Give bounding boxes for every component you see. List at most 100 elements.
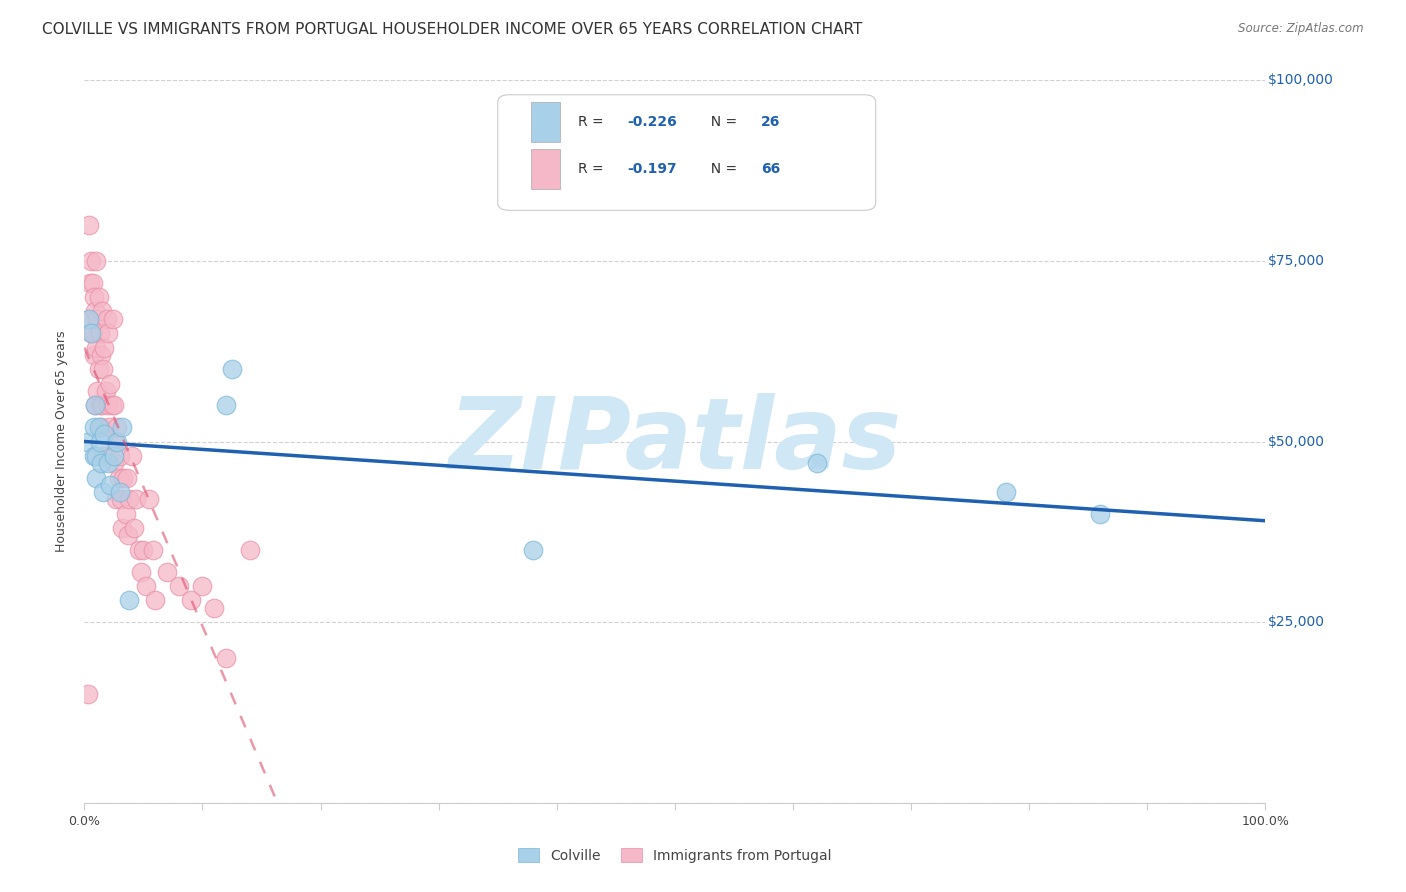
- Point: [84, 304, 107, 318]
- Text: COLVILLE VS IMMIGRANTS FROM PORTUGAL HOUSEHOLDER INCOME OVER 65 YEARS CORRELATIO: COLVILLE VS IMMIGRANTS FROM PORTUGAL HOU…: [42, 22, 862, 37]
- Point: [100, 398, 122, 412]
- Point: [97, 398, 120, 412]
- Text: -0.197: -0.197: [627, 161, 678, 176]
- Point: [82, 326, 104, 340]
- Point: [191, 579, 214, 593]
- Text: ZIPatlas: ZIPatlas: [449, 393, 901, 490]
- Point: [118, 593, 141, 607]
- Point: [806, 456, 828, 470]
- Point: [132, 542, 155, 557]
- Point: [84, 398, 107, 412]
- FancyBboxPatch shape: [531, 149, 561, 189]
- Point: [96, 311, 118, 326]
- Text: $100,000: $100,000: [1268, 73, 1334, 87]
- Point: [107, 420, 129, 434]
- Point: [108, 485, 131, 500]
- Point: [87, 290, 110, 304]
- Point: [112, 470, 135, 484]
- Point: [84, 449, 107, 463]
- Point: [107, 434, 129, 449]
- Point: [129, 565, 152, 579]
- Point: [93, 341, 115, 355]
- Point: [202, 600, 225, 615]
- Point: [105, 492, 128, 507]
- Point: [83, 290, 105, 304]
- Point: [83, 449, 105, 463]
- Text: $25,000: $25,000: [1268, 615, 1324, 629]
- Point: [91, 485, 114, 500]
- Point: [121, 449, 143, 463]
- Point: [84, 253, 107, 268]
- Point: [87, 420, 110, 434]
- Point: [135, 579, 157, 593]
- Point: [76, 434, 98, 449]
- Text: 66: 66: [761, 161, 780, 176]
- Point: [167, 579, 190, 593]
- Y-axis label: Householder Income Over 65 years: Householder Income Over 65 years: [55, 331, 69, 552]
- Text: N =: N =: [702, 161, 741, 176]
- Point: [115, 470, 138, 484]
- Point: [522, 542, 544, 557]
- Point: [90, 420, 112, 434]
- Point: [239, 542, 262, 557]
- Point: [90, 348, 112, 362]
- Text: Source: ZipAtlas.com: Source: ZipAtlas.com: [1239, 22, 1364, 36]
- Point: [180, 593, 202, 607]
- Point: [80, 326, 103, 340]
- Point: [91, 449, 114, 463]
- Point: [138, 492, 160, 507]
- Point: [101, 311, 124, 326]
- Point: [142, 542, 165, 557]
- Point: [84, 470, 107, 484]
- Point: [80, 326, 103, 340]
- Point: [111, 521, 134, 535]
- Point: [86, 384, 108, 398]
- Point: [89, 398, 111, 412]
- Point: [215, 651, 238, 665]
- Point: [107, 470, 129, 484]
- Point: [82, 276, 104, 290]
- Point: [111, 420, 134, 434]
- Text: $75,000: $75,000: [1268, 254, 1324, 268]
- FancyBboxPatch shape: [498, 95, 876, 211]
- Point: [83, 348, 105, 362]
- Point: [98, 376, 121, 391]
- Point: [994, 485, 1017, 500]
- Point: [104, 434, 127, 449]
- Point: [77, 218, 100, 232]
- Point: [86, 311, 108, 326]
- Point: [97, 456, 120, 470]
- Point: [103, 398, 125, 412]
- FancyBboxPatch shape: [531, 102, 561, 142]
- Legend: Colville, Immigrants from Portugal: Colville, Immigrants from Portugal: [512, 842, 838, 868]
- Text: $50,000: $50,000: [1268, 434, 1324, 449]
- Text: R =: R =: [578, 161, 607, 176]
- Point: [80, 253, 103, 268]
- Point: [125, 492, 148, 507]
- Point: [90, 456, 112, 470]
- Point: [77, 311, 100, 326]
- Point: [91, 304, 114, 318]
- Point: [103, 449, 125, 463]
- Text: -0.226: -0.226: [627, 115, 678, 128]
- Point: [79, 276, 101, 290]
- Point: [143, 593, 166, 607]
- Point: [84, 398, 107, 412]
- Point: [122, 521, 145, 535]
- Point: [221, 362, 243, 376]
- Text: N =: N =: [702, 115, 741, 128]
- Point: [1088, 507, 1111, 521]
- Point: [94, 384, 117, 398]
- Point: [118, 492, 141, 507]
- Point: [91, 362, 114, 376]
- Point: [215, 398, 238, 412]
- Point: [114, 507, 136, 521]
- Point: [128, 542, 150, 557]
- Point: [83, 420, 105, 434]
- Point: [84, 341, 107, 355]
- Point: [110, 492, 132, 507]
- Point: [77, 687, 100, 701]
- Text: R =: R =: [578, 115, 607, 128]
- Point: [91, 398, 114, 412]
- Point: [156, 565, 179, 579]
